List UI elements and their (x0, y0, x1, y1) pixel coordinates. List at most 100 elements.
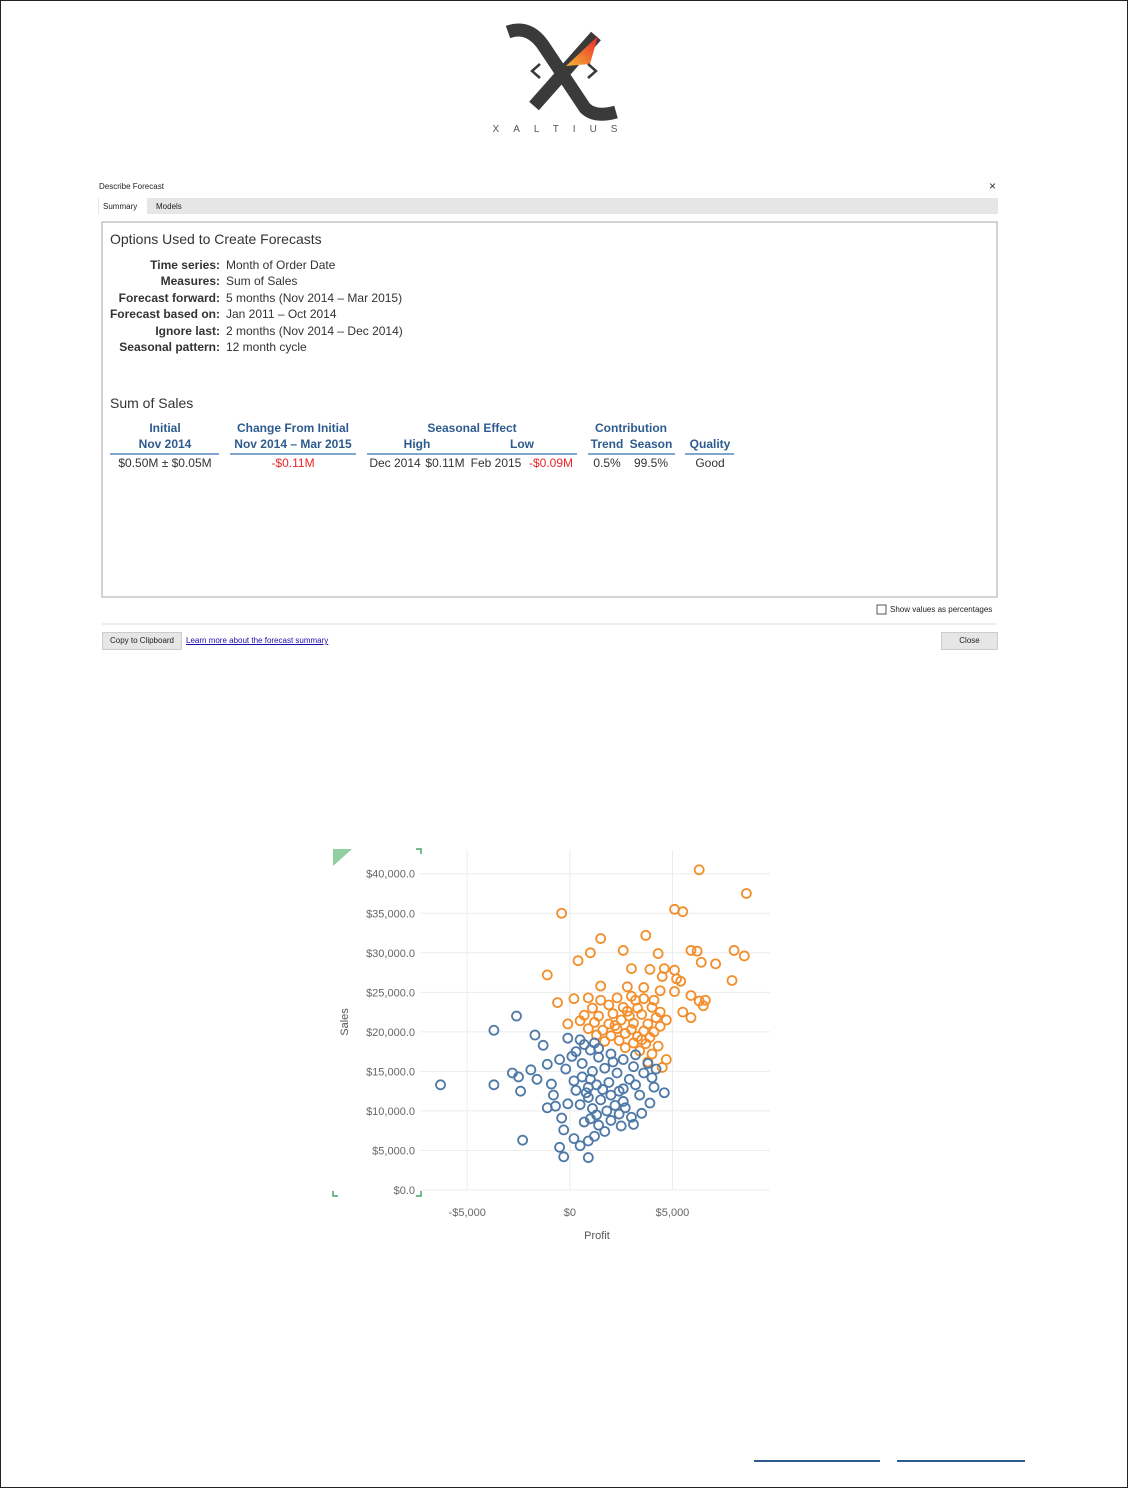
point (568, 1075, 580, 1087)
x-tick-label: $0 (564, 1207, 576, 1219)
point (578, 1116, 590, 1128)
option-value: Jan 2011 – Oct 2014 (226, 307, 337, 322)
point (636, 1107, 648, 1119)
point (595, 994, 607, 1006)
button[interactable]: Copy to Clipboard (102, 632, 182, 650)
point (603, 1077, 615, 1088)
option-label: Forecast forward: (118, 290, 220, 305)
point (584, 1073, 596, 1085)
x-axis-title: Profit (584, 1230, 610, 1242)
point (597, 1084, 609, 1095)
point (554, 1054, 565, 1065)
column-subheader: High (403, 437, 431, 451)
table-cell: 0.5% (593, 456, 621, 470)
point (576, 1058, 588, 1069)
option-value: 2 months (Nov 2014 – Dec 2014) (226, 323, 403, 338)
point (603, 999, 615, 1011)
point (582, 1023, 594, 1035)
point (595, 933, 607, 944)
point (599, 1035, 611, 1047)
option-label: Time series: (150, 258, 220, 272)
point (646, 1001, 658, 1013)
point (603, 1018, 615, 1030)
summary-panel (101, 221, 998, 598)
point (582, 1135, 594, 1147)
point (628, 1118, 639, 1130)
point (552, 997, 563, 1009)
link[interactable]: Learn more about the forecast summary (186, 636, 329, 645)
table-cell: $0.11M (425, 456, 465, 470)
point (568, 1133, 580, 1145)
point (685, 1012, 697, 1024)
point (685, 945, 697, 956)
y-tick-label: $35,000.0 (366, 908, 415, 920)
point (572, 955, 584, 967)
point (654, 985, 666, 997)
point (640, 929, 652, 941)
checkbox[interactable] (876, 604, 887, 615)
point (541, 969, 553, 981)
point (677, 1006, 689, 1018)
point (597, 1024, 609, 1036)
tab[interactable]: Models (156, 202, 182, 211)
point (556, 907, 568, 919)
button[interactable]: Close (941, 632, 998, 650)
point (648, 994, 660, 1006)
point (574, 1034, 586, 1046)
y-tick-label: $30,000.0 (366, 948, 415, 960)
point (601, 1105, 613, 1117)
point (574, 1099, 586, 1111)
point (568, 993, 580, 1005)
chart-corner (332, 848, 422, 1197)
y-tick-label: $15,000.0 (366, 1066, 415, 1078)
x-tick-label: $5,000 (656, 1207, 690, 1219)
point (611, 1067, 623, 1079)
point (607, 1008, 619, 1020)
point (623, 1073, 635, 1085)
y-tick-label: $20,000.0 (366, 1027, 415, 1039)
point (589, 1037, 600, 1049)
point (593, 1119, 604, 1131)
point (558, 1151, 570, 1163)
option-label: Ignore last: (155, 323, 220, 338)
point (580, 1087, 592, 1099)
tab-active (99, 198, 147, 214)
point (693, 864, 705, 876)
point (582, 992, 594, 1004)
point (660, 1014, 672, 1026)
column-subheader: Low (510, 437, 534, 451)
point (615, 1014, 627, 1026)
tab[interactable]: Summary (103, 202, 138, 211)
point (556, 1112, 568, 1124)
point (619, 1028, 631, 1039)
close-icon[interactable]: × (989, 179, 997, 193)
point (636, 1034, 648, 1046)
point (646, 1072, 658, 1084)
point (630, 1079, 641, 1091)
point (570, 1046, 582, 1058)
point (626, 963, 637, 975)
logo-wordmark: XALTIUS (493, 124, 632, 135)
column-subheader: Nov 2014 (138, 437, 192, 451)
checkbox-label[interactable]: Show values as percentages (890, 605, 993, 614)
point (695, 956, 707, 968)
section-heading: Sum of Sales (110, 395, 194, 411)
point (589, 1016, 600, 1028)
scatter-chart: Sales Profit $0.0 $5,000.0 $10,000.0 $15,00… (339, 850, 770, 1242)
point (669, 964, 680, 976)
option-value: 5 months (Nov 2014 – Mar 2015) (226, 290, 403, 305)
tab-bar (98, 198, 998, 214)
point (654, 1020, 666, 1032)
point (617, 945, 629, 956)
point (699, 994, 711, 1006)
point (636, 1009, 648, 1020)
y-tick-label: $0.0 (394, 1185, 415, 1197)
point (669, 986, 680, 997)
table-cell: $0.50M ± $0.05M (118, 456, 212, 470)
point (728, 945, 740, 956)
point (589, 1130, 600, 1142)
point (435, 1079, 446, 1091)
point (650, 1012, 662, 1024)
point (652, 948, 664, 959)
point (587, 1002, 598, 1014)
